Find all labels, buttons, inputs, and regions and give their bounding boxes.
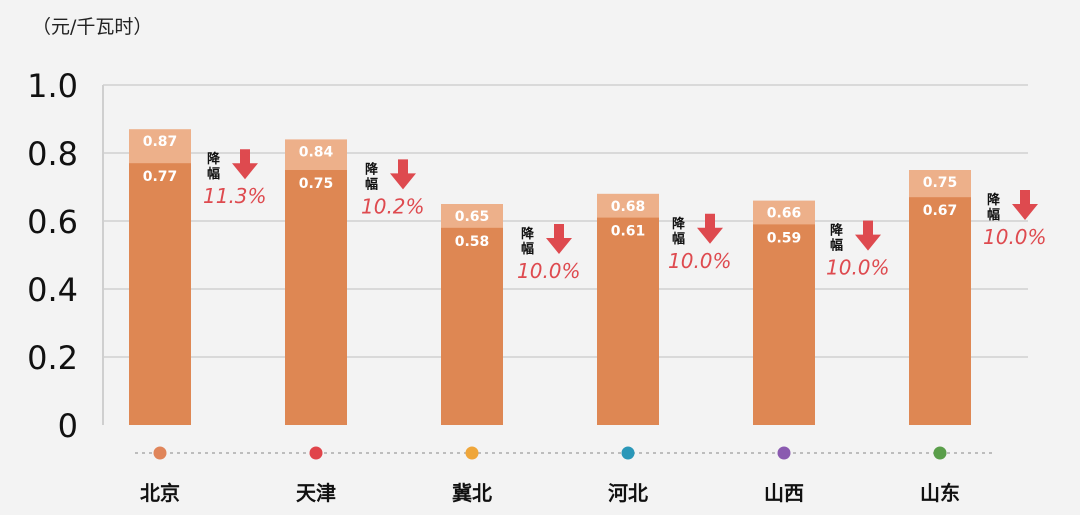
decline-label: 降幅	[521, 226, 535, 257]
decline-percent: 10.0%	[517, 259, 581, 283]
decline-percent: 10.0%	[826, 256, 890, 280]
down-arrow-icon	[390, 159, 416, 190]
down-arrow-icon	[1012, 190, 1038, 220]
bar-label-after: 0.77	[143, 169, 178, 185]
down-arrow-icon	[546, 224, 572, 254]
x-tick-label: 冀北	[452, 481, 492, 505]
bar-label-before: 0.65	[455, 209, 490, 225]
bar-label-before: 0.84	[299, 144, 334, 160]
category-dot	[777, 446, 791, 460]
unit-label: （元/千瓦时）	[32, 16, 153, 38]
category-dot	[465, 446, 479, 460]
bar-label-after: 0.59	[767, 230, 802, 246]
bar-label-before: 0.68	[611, 199, 646, 215]
category-dot	[309, 446, 323, 460]
decline-percent: 10.2%	[361, 194, 425, 218]
decline-label: 降幅	[830, 223, 844, 254]
bar-after	[753, 224, 815, 425]
down-arrow-icon	[232, 149, 258, 180]
decline-label: 降幅	[987, 192, 1001, 223]
y-tick-label: 1.0	[27, 67, 78, 105]
y-tick-label: 0.6	[27, 203, 78, 241]
decline-label: 降幅	[207, 151, 221, 182]
decline-percent: 10.0%	[668, 249, 732, 273]
bar-label-before: 0.75	[923, 175, 958, 191]
x-tick-label: 山西	[764, 481, 804, 505]
decline-label: 降幅	[672, 216, 686, 247]
bar-label-after: 0.61	[611, 224, 646, 240]
y-tick-label: 0	[58, 407, 78, 445]
bar-after	[129, 163, 191, 425]
x-tick-label: 山东	[920, 481, 960, 505]
bar-label-before: 0.87	[143, 134, 178, 150]
decline-percent: 10.0%	[983, 225, 1047, 249]
category-dot	[621, 446, 635, 460]
bar-label-after: 0.58	[455, 234, 490, 250]
x-tick-label: 北京	[140, 481, 180, 505]
x-tick-label: 河北	[608, 481, 648, 505]
bar-after	[285, 170, 347, 425]
down-arrow-icon	[697, 213, 723, 244]
decline-label: 降幅	[365, 161, 379, 192]
x-axis: 北京 天津 冀北 河北 山西 山东	[135, 446, 995, 505]
y-tick-label: 0.2	[27, 339, 78, 377]
bar-label-after: 0.75	[299, 176, 334, 192]
grid-lines	[102, 84, 1028, 425]
category-dot	[153, 446, 167, 460]
category-dot	[933, 446, 947, 460]
bar-after	[441, 227, 503, 425]
bar-after	[597, 217, 659, 425]
bar-after	[909, 197, 971, 425]
y-axis-ticks: 0 0.2 0.4 0.6 0.8 1.0	[27, 67, 78, 445]
decline-percent: 11.3%	[203, 184, 267, 208]
y-tick-label: 0.4	[27, 271, 78, 309]
bar-label-before: 0.66	[767, 206, 802, 222]
bar-label-after: 0.67	[923, 203, 958, 219]
down-arrow-icon	[855, 220, 881, 251]
y-tick-label: 0.8	[27, 135, 78, 173]
x-tick-label: 天津	[296, 481, 336, 505]
